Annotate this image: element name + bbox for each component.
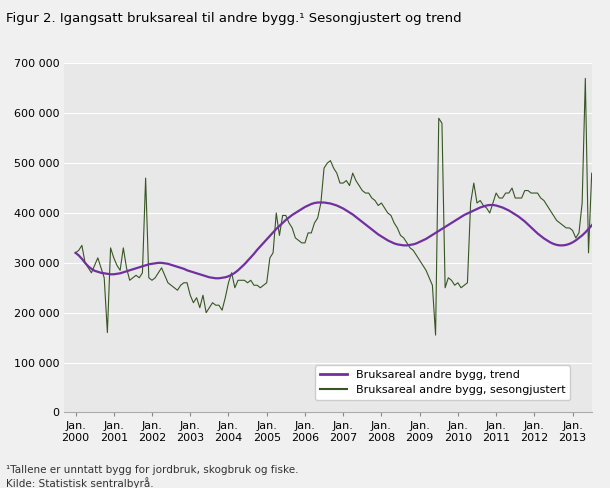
Text: Figur 2. Igangsatt bruksareal til andre bygg.¹ Sesongjustert og trend: Figur 2. Igangsatt bruksareal til andre … (6, 12, 462, 25)
Text: Kilde: Statistisk sentralbyrå.: Kilde: Statistisk sentralbyrå. (6, 477, 154, 488)
Text: ¹Tallene er unntatt bygg for jordbruk, skogbruk og fiske.: ¹Tallene er unntatt bygg for jordbruk, s… (6, 465, 299, 474)
Legend: Bruksareal andre bygg, trend, Bruksareal andre bygg, sesongjustert: Bruksareal andre bygg, trend, Bruksareal… (315, 366, 570, 400)
